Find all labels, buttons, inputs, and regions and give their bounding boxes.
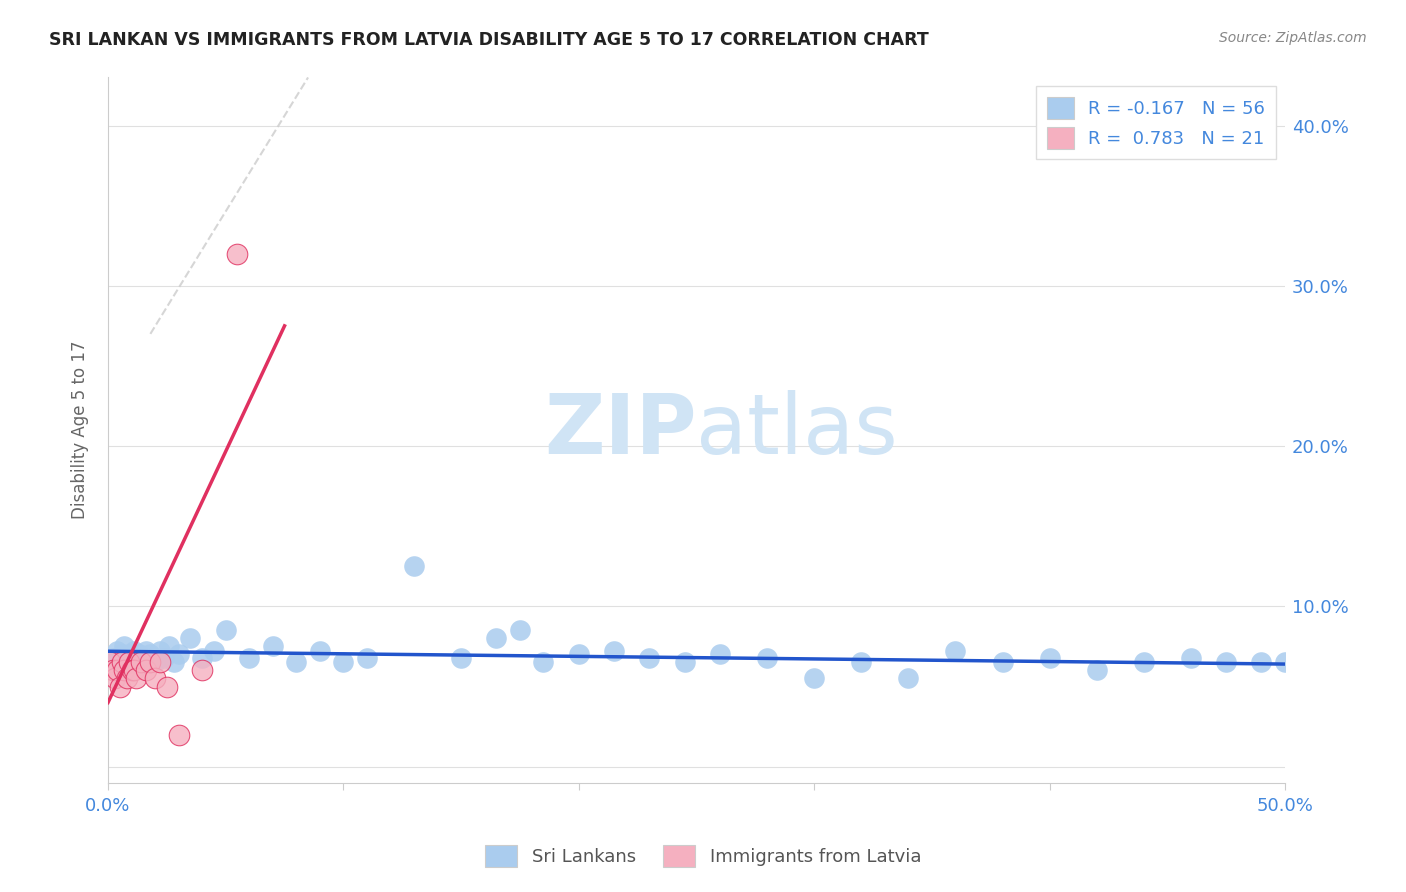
Point <box>803 672 825 686</box>
Point <box>98 656 121 670</box>
Point <box>115 672 138 686</box>
Point <box>402 559 425 574</box>
Point <box>114 640 136 654</box>
Point <box>107 664 129 678</box>
Point <box>1274 656 1296 670</box>
Point <box>1085 664 1108 678</box>
Point <box>111 648 134 662</box>
Point <box>1132 656 1154 670</box>
Point <box>285 656 308 670</box>
Point <box>191 664 214 678</box>
Point <box>143 672 166 686</box>
Point <box>1250 656 1272 670</box>
Point <box>262 640 284 654</box>
Point <box>122 664 145 678</box>
Point <box>139 656 162 670</box>
Legend: Sri Lankans, Immigrants from Latvia: Sri Lankans, Immigrants from Latvia <box>478 838 928 874</box>
Point <box>101 664 124 678</box>
Point <box>108 680 131 694</box>
Point <box>191 650 214 665</box>
Point <box>485 632 508 646</box>
Point <box>568 648 591 662</box>
Point <box>122 644 145 658</box>
Point <box>1215 656 1237 670</box>
Point <box>118 648 141 662</box>
Point <box>107 644 129 658</box>
Point <box>125 672 148 686</box>
Point <box>149 656 172 670</box>
Point <box>308 644 330 658</box>
Point <box>135 664 157 678</box>
Point <box>129 656 152 670</box>
Point <box>709 648 731 662</box>
Point <box>509 624 531 638</box>
Point <box>945 644 967 658</box>
Text: atlas: atlas <box>696 390 898 471</box>
Point <box>104 672 127 686</box>
Point <box>142 650 165 665</box>
Point <box>125 650 148 665</box>
Point <box>851 656 873 670</box>
Point <box>215 624 238 638</box>
Point <box>238 650 260 665</box>
Point <box>118 656 141 670</box>
Point <box>153 650 176 665</box>
Point <box>226 246 249 260</box>
Point <box>129 656 152 670</box>
Point <box>756 650 779 665</box>
Point <box>157 640 180 654</box>
Legend: R = -0.167   N = 56, R =  0.783   N = 21: R = -0.167 N = 56, R = 0.783 N = 21 <box>1036 87 1277 160</box>
Y-axis label: Disability Age 5 to 17: Disability Age 5 to 17 <box>72 341 89 519</box>
Point <box>149 644 172 658</box>
Point <box>114 664 136 678</box>
Point <box>132 650 155 665</box>
Point <box>115 650 138 665</box>
Text: Source: ZipAtlas.com: Source: ZipAtlas.com <box>1219 31 1367 45</box>
Point <box>450 650 472 665</box>
Point <box>897 672 920 686</box>
Point <box>121 656 143 670</box>
Point <box>533 656 555 670</box>
Point <box>128 648 150 662</box>
Point <box>163 656 186 670</box>
Point <box>108 656 131 670</box>
Point <box>356 650 378 665</box>
Point <box>202 644 225 658</box>
Point <box>135 644 157 658</box>
Point <box>167 728 190 742</box>
Point <box>167 648 190 662</box>
Point <box>332 656 354 670</box>
Text: SRI LANKAN VS IMMIGRANTS FROM LATVIA DISABILITY AGE 5 TO 17 CORRELATION CHART: SRI LANKAN VS IMMIGRANTS FROM LATVIA DIS… <box>49 31 929 49</box>
Point <box>121 664 143 678</box>
Point <box>111 656 134 670</box>
Point <box>991 656 1014 670</box>
Point <box>673 656 696 670</box>
Point <box>101 650 124 665</box>
Point <box>603 644 626 658</box>
Point <box>1180 650 1202 665</box>
Point <box>139 648 162 662</box>
Point <box>638 650 661 665</box>
Point <box>143 656 166 670</box>
Point <box>156 680 179 694</box>
Point <box>136 656 159 670</box>
Text: ZIP: ZIP <box>544 390 696 471</box>
Point <box>179 632 201 646</box>
Point <box>1039 650 1062 665</box>
